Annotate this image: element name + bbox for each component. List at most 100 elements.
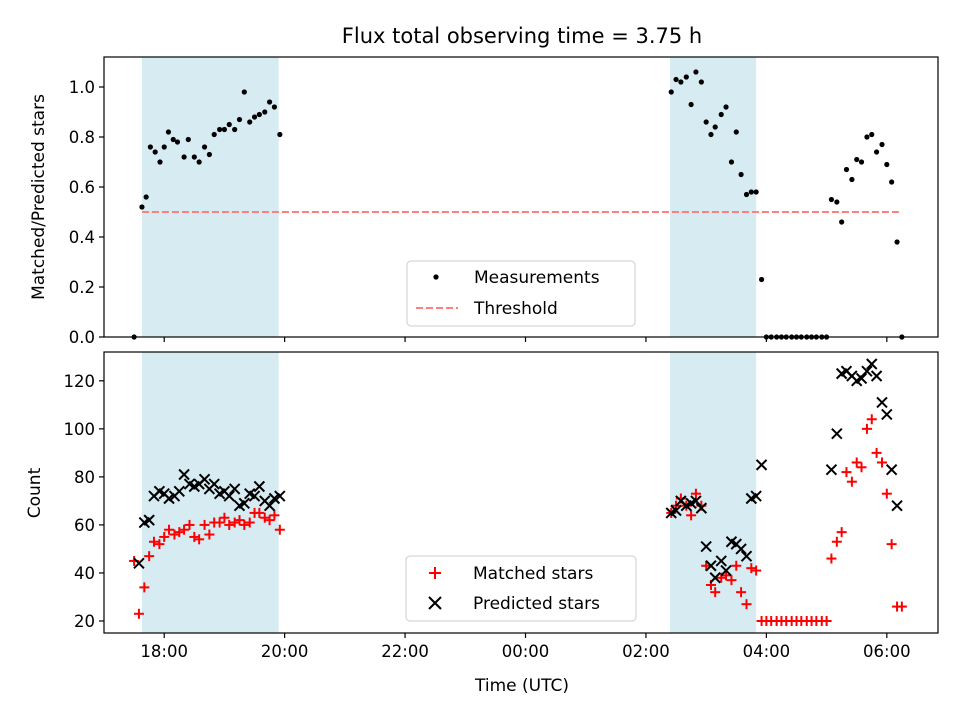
legend-predicted-label: Predicted stars [473, 594, 600, 614]
y-tick-label: 0.0 [69, 328, 95, 347]
measurement-point [221, 126, 228, 133]
matched-star-point [886, 539, 897, 550]
predicted-star-point [274, 490, 286, 502]
measurement-point [232, 126, 238, 133]
x-tick-label: 04:00 [743, 642, 791, 661]
matched-star-point [821, 615, 832, 626]
measurement-point [683, 74, 689, 80]
measurement-point [879, 141, 885, 148]
shaded-interval [141, 57, 279, 337]
matched-star-point [866, 414, 877, 425]
predicted-star-point [876, 396, 888, 409]
measurement-point [185, 136, 191, 143]
matched-star-point [896, 601, 907, 612]
measurement-point [247, 119, 253, 125]
matched-star-point [159, 531, 170, 542]
y-tick-label: 80 [74, 468, 95, 487]
measurement-point [854, 156, 860, 163]
predicted-star-point [881, 408, 893, 421]
measurement-point [139, 204, 145, 210]
counts-shaded-intervals [141, 352, 757, 633]
x-tick-label: 22:00 [381, 642, 429, 661]
matched-star-point [214, 517, 225, 528]
y-tick-label: 120 [64, 372, 96, 391]
y-tick-label: 0.6 [69, 178, 95, 197]
measurement-point [165, 129, 172, 135]
measurement-point [181, 154, 187, 160]
matched-star-point [154, 539, 165, 550]
measurement-point [201, 144, 208, 150]
measurement-point [753, 189, 759, 195]
measurement-point [217, 126, 223, 133]
predicted-star-point [709, 572, 721, 584]
measurement-point [748, 189, 754, 195]
matched-star-point [184, 519, 195, 530]
matched-star-point [139, 582, 150, 593]
legend-measurements-label: Measurements [474, 268, 600, 288]
matched-star-point [690, 488, 701, 499]
matched-star-point [721, 570, 732, 581]
matched-star-point [741, 599, 752, 610]
y-tick-label: 60 [74, 516, 95, 535]
matched-star-point [234, 515, 245, 526]
measurement-point [828, 196, 835, 203]
y-tick-label: 40 [74, 564, 95, 583]
predicted-star-point [891, 500, 903, 512]
measurement-point [712, 124, 718, 130]
measurement-point [256, 111, 262, 118]
legend-threshold-label: Threshold [473, 299, 558, 319]
measurement-point [241, 89, 247, 95]
measurement-point [174, 139, 181, 145]
matched-star-point [736, 587, 747, 598]
measurement-point [849, 176, 855, 183]
matched-star-point [254, 507, 265, 518]
measurement-point [206, 151, 212, 158]
predicted-star-point [855, 372, 868, 385]
matched-star-point [204, 529, 215, 540]
measurement-point [143, 194, 149, 200]
legend-predicted-marker [428, 596, 442, 610]
measurement-point [698, 79, 704, 85]
measurement-point [271, 104, 278, 110]
ratio-panel: 0.0 0.2 0.4 0.6 0.8 1.0 Matched/Predicted sta… [29, 56, 939, 347]
measurement-point [834, 199, 840, 205]
ratio-axes: 0.0 0.2 0.4 0.6 0.8 1.0 [69, 56, 939, 347]
measurement-point [147, 144, 153, 150]
measurement-point [678, 79, 684, 85]
predicted-star-point [885, 463, 898, 476]
measurement-point [718, 111, 724, 118]
predicted-star-point [263, 500, 276, 512]
matched-star-point [751, 565, 762, 576]
measurement-point [884, 161, 890, 168]
predicted-star-point [133, 557, 145, 570]
matched-star-point [851, 457, 862, 468]
predicted-star-point [831, 427, 843, 440]
predicted-star-point [253, 480, 266, 493]
measurement-point [668, 89, 674, 95]
matched-star-point [826, 553, 837, 564]
measurement-point [733, 129, 739, 135]
matched-star-point [194, 534, 205, 545]
measurement-point [738, 171, 744, 178]
matched-star-point [239, 519, 250, 530]
measurement-point [743, 191, 750, 198]
matched-star-point [871, 447, 882, 458]
measurement-point [869, 131, 875, 138]
legend-measurements-marker [433, 274, 439, 280]
matched-star-point [856, 462, 867, 473]
y-tick-label: 0.2 [69, 278, 95, 297]
measurement-point [211, 131, 217, 138]
matched-star-point [876, 457, 887, 468]
y-tick-label: 1.0 [69, 78, 95, 97]
measurement-point [673, 76, 679, 83]
shaded-interval [670, 57, 757, 337]
predicted-star-point [755, 459, 768, 471]
matched-star-point [686, 510, 697, 521]
matched-star-point [148, 536, 159, 547]
matched-star-point [274, 524, 285, 535]
x-tick-label: 18:00 [140, 642, 188, 661]
measurement-point [873, 149, 880, 155]
counts-panel: 20 40 60 80 100 120 18:00 20:00 22:00 00:00 02:00 0… [25, 351, 939, 696]
matched-star-point [164, 524, 175, 535]
matched-star-point [841, 467, 852, 478]
